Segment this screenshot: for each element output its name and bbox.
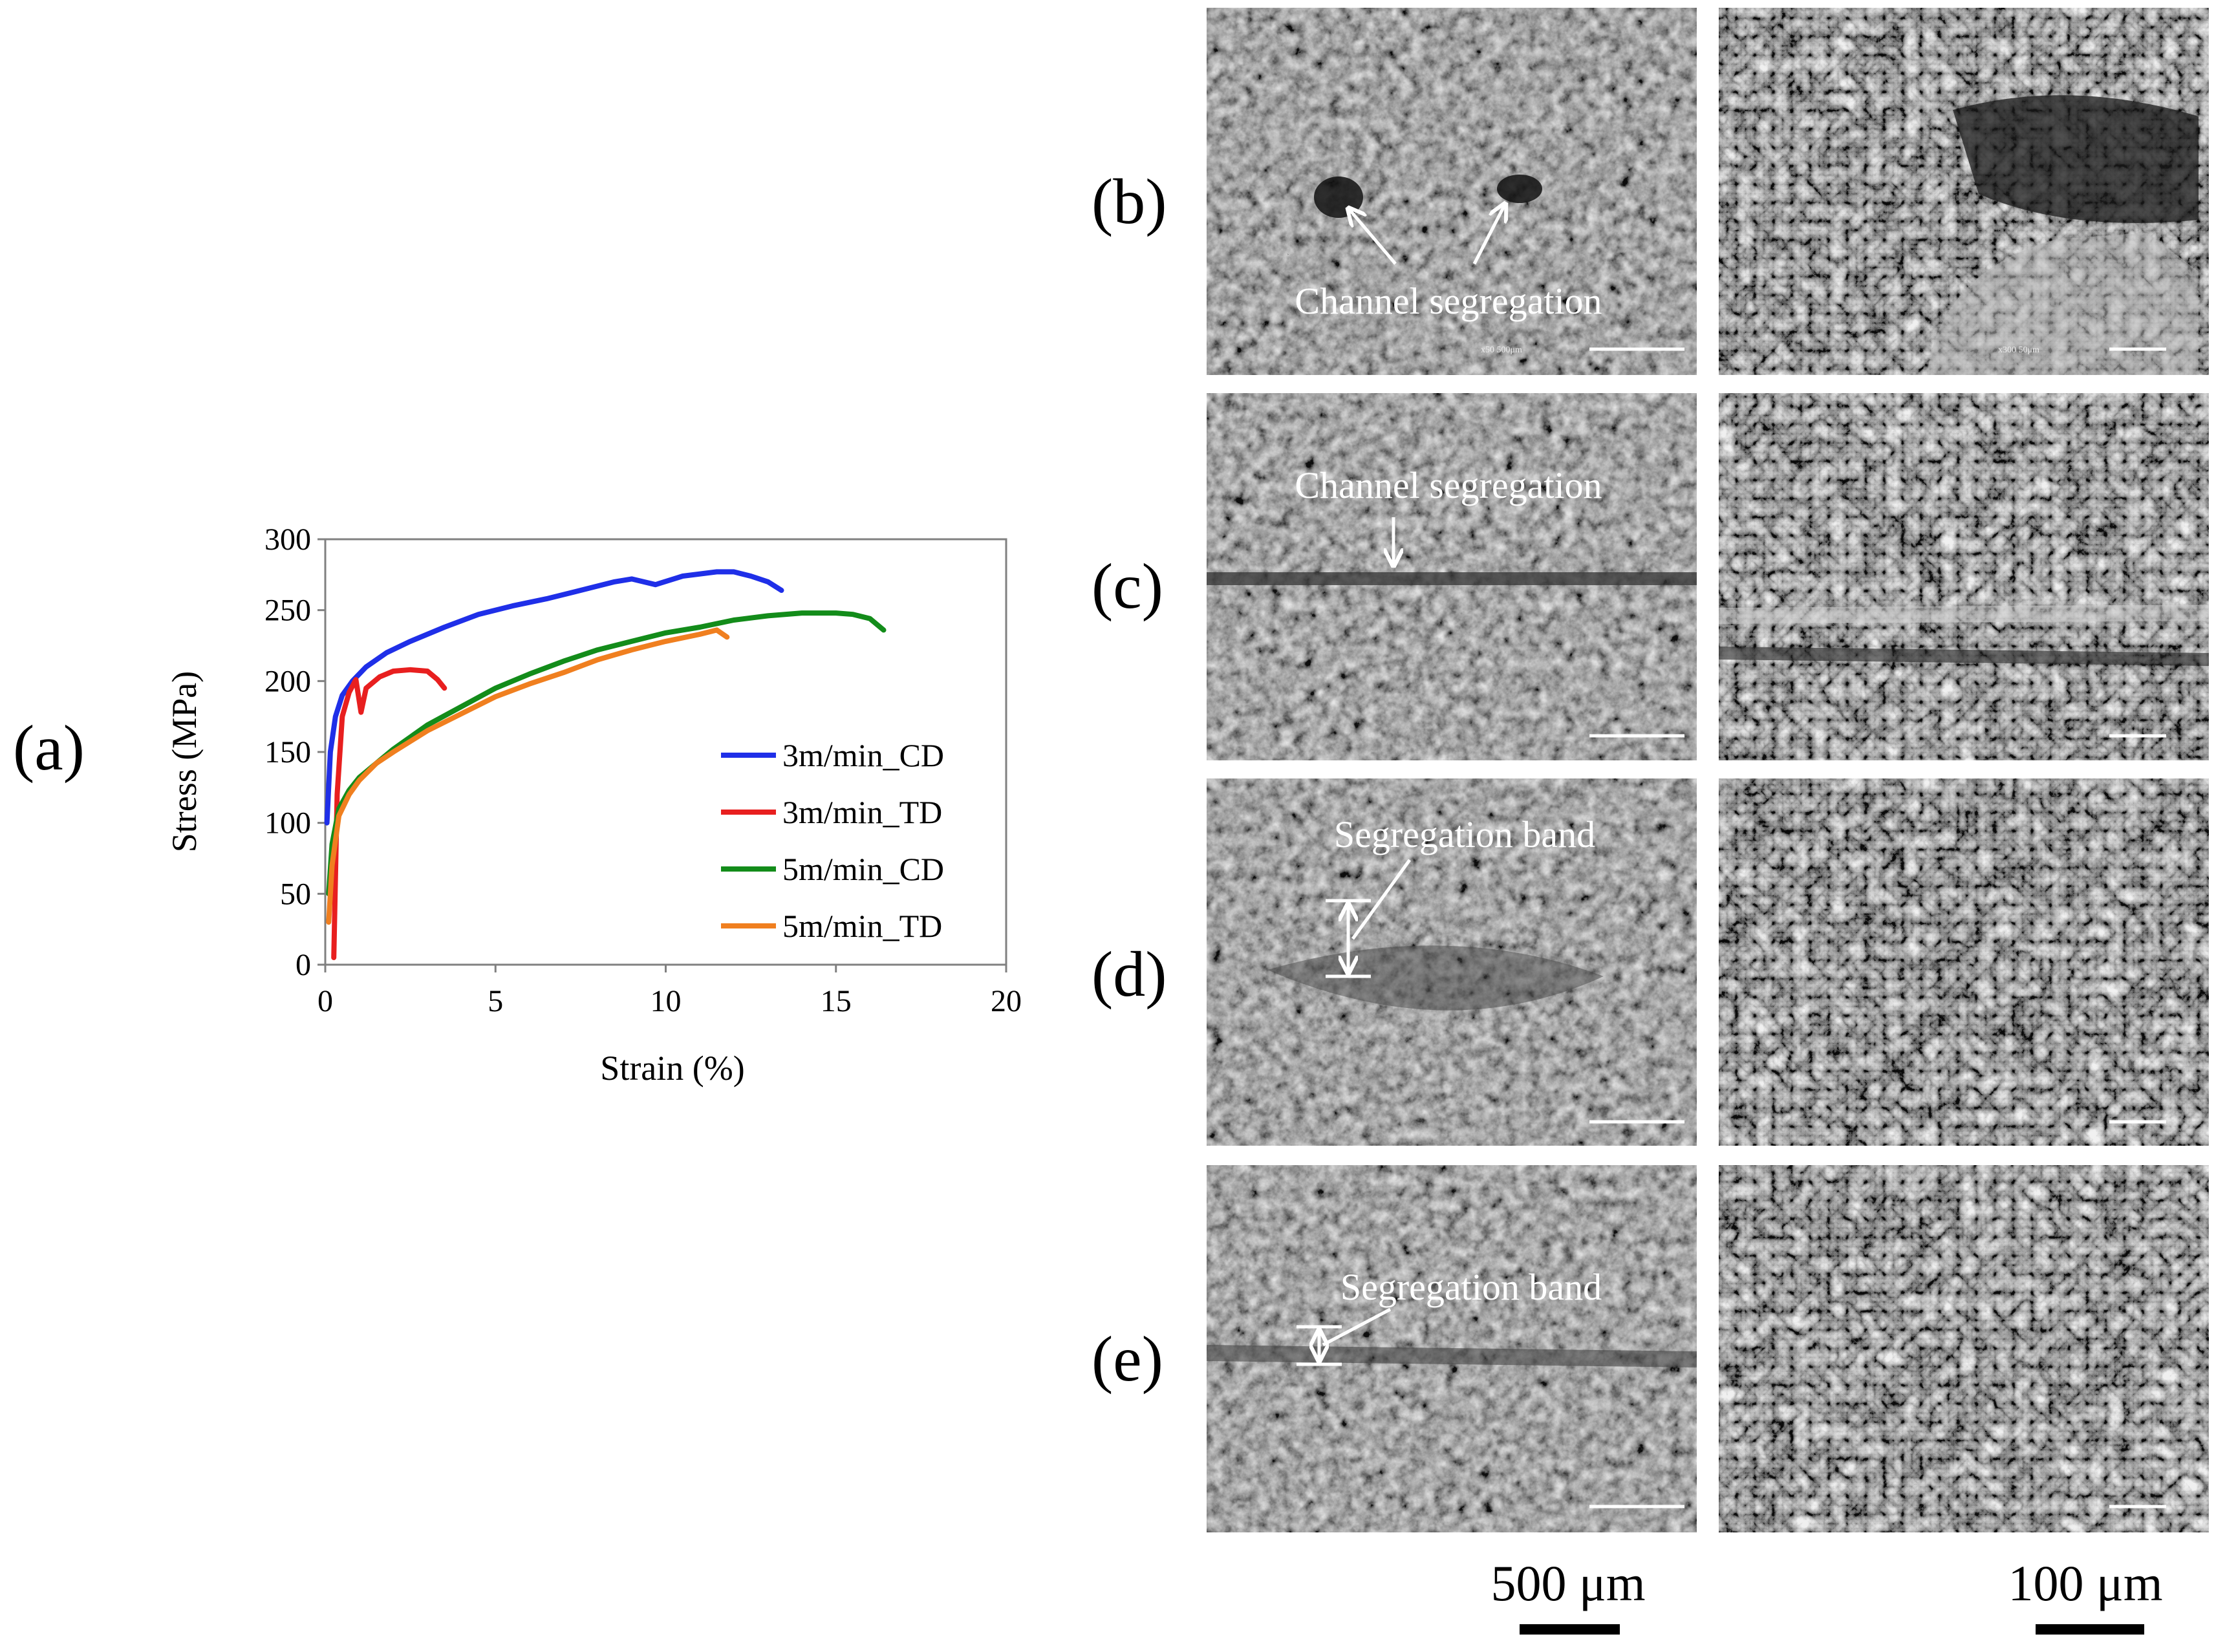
y-axis-ticks: 0 50 100 150 200 250 300 bbox=[264, 522, 325, 982]
y-tick-label: 150 bbox=[264, 735, 311, 769]
sem-image-e-high bbox=[1719, 1165, 2209, 1532]
y-tick-label: 300 bbox=[264, 522, 311, 557]
x-tick-label: 10 bbox=[651, 984, 682, 1018]
legend-label-2: 5m/min_CD bbox=[782, 851, 944, 887]
annotation-c: Channel segregation bbox=[1295, 464, 1602, 506]
sem-image-d-high bbox=[1719, 778, 2209, 1146]
annotation-b: Channel segregation bbox=[1295, 280, 1602, 322]
sem-image-c-high bbox=[1719, 393, 2209, 760]
sem-image-e-low: Segregation band bbox=[1207, 1165, 1697, 1532]
legend-label-1: 3m/min_TD bbox=[782, 794, 942, 830]
x-tick-label: 5 bbox=[488, 984, 503, 1018]
y-tick-label: 0 bbox=[296, 948, 311, 982]
panel-label-e: (e) bbox=[1092, 1323, 1163, 1395]
panel-label-d: (d) bbox=[1092, 938, 1167, 1010]
y-axis-title: Stress (MPa) bbox=[165, 671, 204, 853]
scale-label-500um: 500 μm bbox=[1491, 1555, 1646, 1611]
legend-label-3: 5m/min_TD bbox=[782, 908, 942, 944]
annotation-d: Segregation band bbox=[1334, 813, 1595, 855]
x-axis-ticks: 0 5 10 15 20 bbox=[317, 965, 1022, 1018]
scale-label-100um: 100 μm bbox=[2008, 1555, 2163, 1611]
panel-label-c: (c) bbox=[1092, 550, 1163, 622]
annotation-e: Segregation band bbox=[1340, 1266, 1602, 1308]
sem-image-c-low: Channel segregation bbox=[1207, 393, 1697, 760]
plot-area bbox=[324, 538, 1007, 966]
series-line-0 bbox=[324, 569, 784, 826]
sem-bar-text-b-low: x50 500μm bbox=[1481, 345, 1522, 355]
y-tick-label: 50 bbox=[280, 877, 311, 911]
x-tick-label: 0 bbox=[317, 984, 333, 1018]
chart-legend: 3m/min_CD 3m/min_TD 5m/min_CD 5m/min_TD bbox=[721, 737, 944, 944]
series-lines bbox=[324, 569, 887, 960]
y-tick-label: 100 bbox=[264, 806, 311, 841]
x-axis-title: Strain (%) bbox=[600, 1049, 744, 1088]
scale-bar-100um bbox=[2036, 1624, 2144, 1635]
y-tick-label: 250 bbox=[264, 594, 311, 628]
x-tick-label: 15 bbox=[821, 984, 852, 1018]
sem-bar-text-b-high: x300 50μm bbox=[1998, 345, 2039, 355]
series-line-1 bbox=[331, 667, 447, 960]
sem-image-b-high: x300 50μm bbox=[1719, 8, 2209, 375]
scale-bar-500um bbox=[1520, 1624, 1620, 1635]
y-tick-label: 200 bbox=[264, 664, 311, 698]
x-tick-label: 20 bbox=[991, 984, 1022, 1018]
panel-label-b: (b) bbox=[1092, 166, 1167, 237]
sem-image-d-low: Segregation band bbox=[1207, 778, 1697, 1146]
sem-image-b-low: Channel segregation x50 500μm bbox=[1207, 8, 1697, 375]
panel-label-a: (a) bbox=[13, 712, 85, 784]
stress-strain-chart: 0 50 100 150 200 250 300 0 5 10 15 20 Strain (%) S… bbox=[165, 522, 1022, 1088]
legend-label-0: 3m/min_CD bbox=[782, 737, 944, 773]
series-line-3 bbox=[326, 627, 730, 925]
